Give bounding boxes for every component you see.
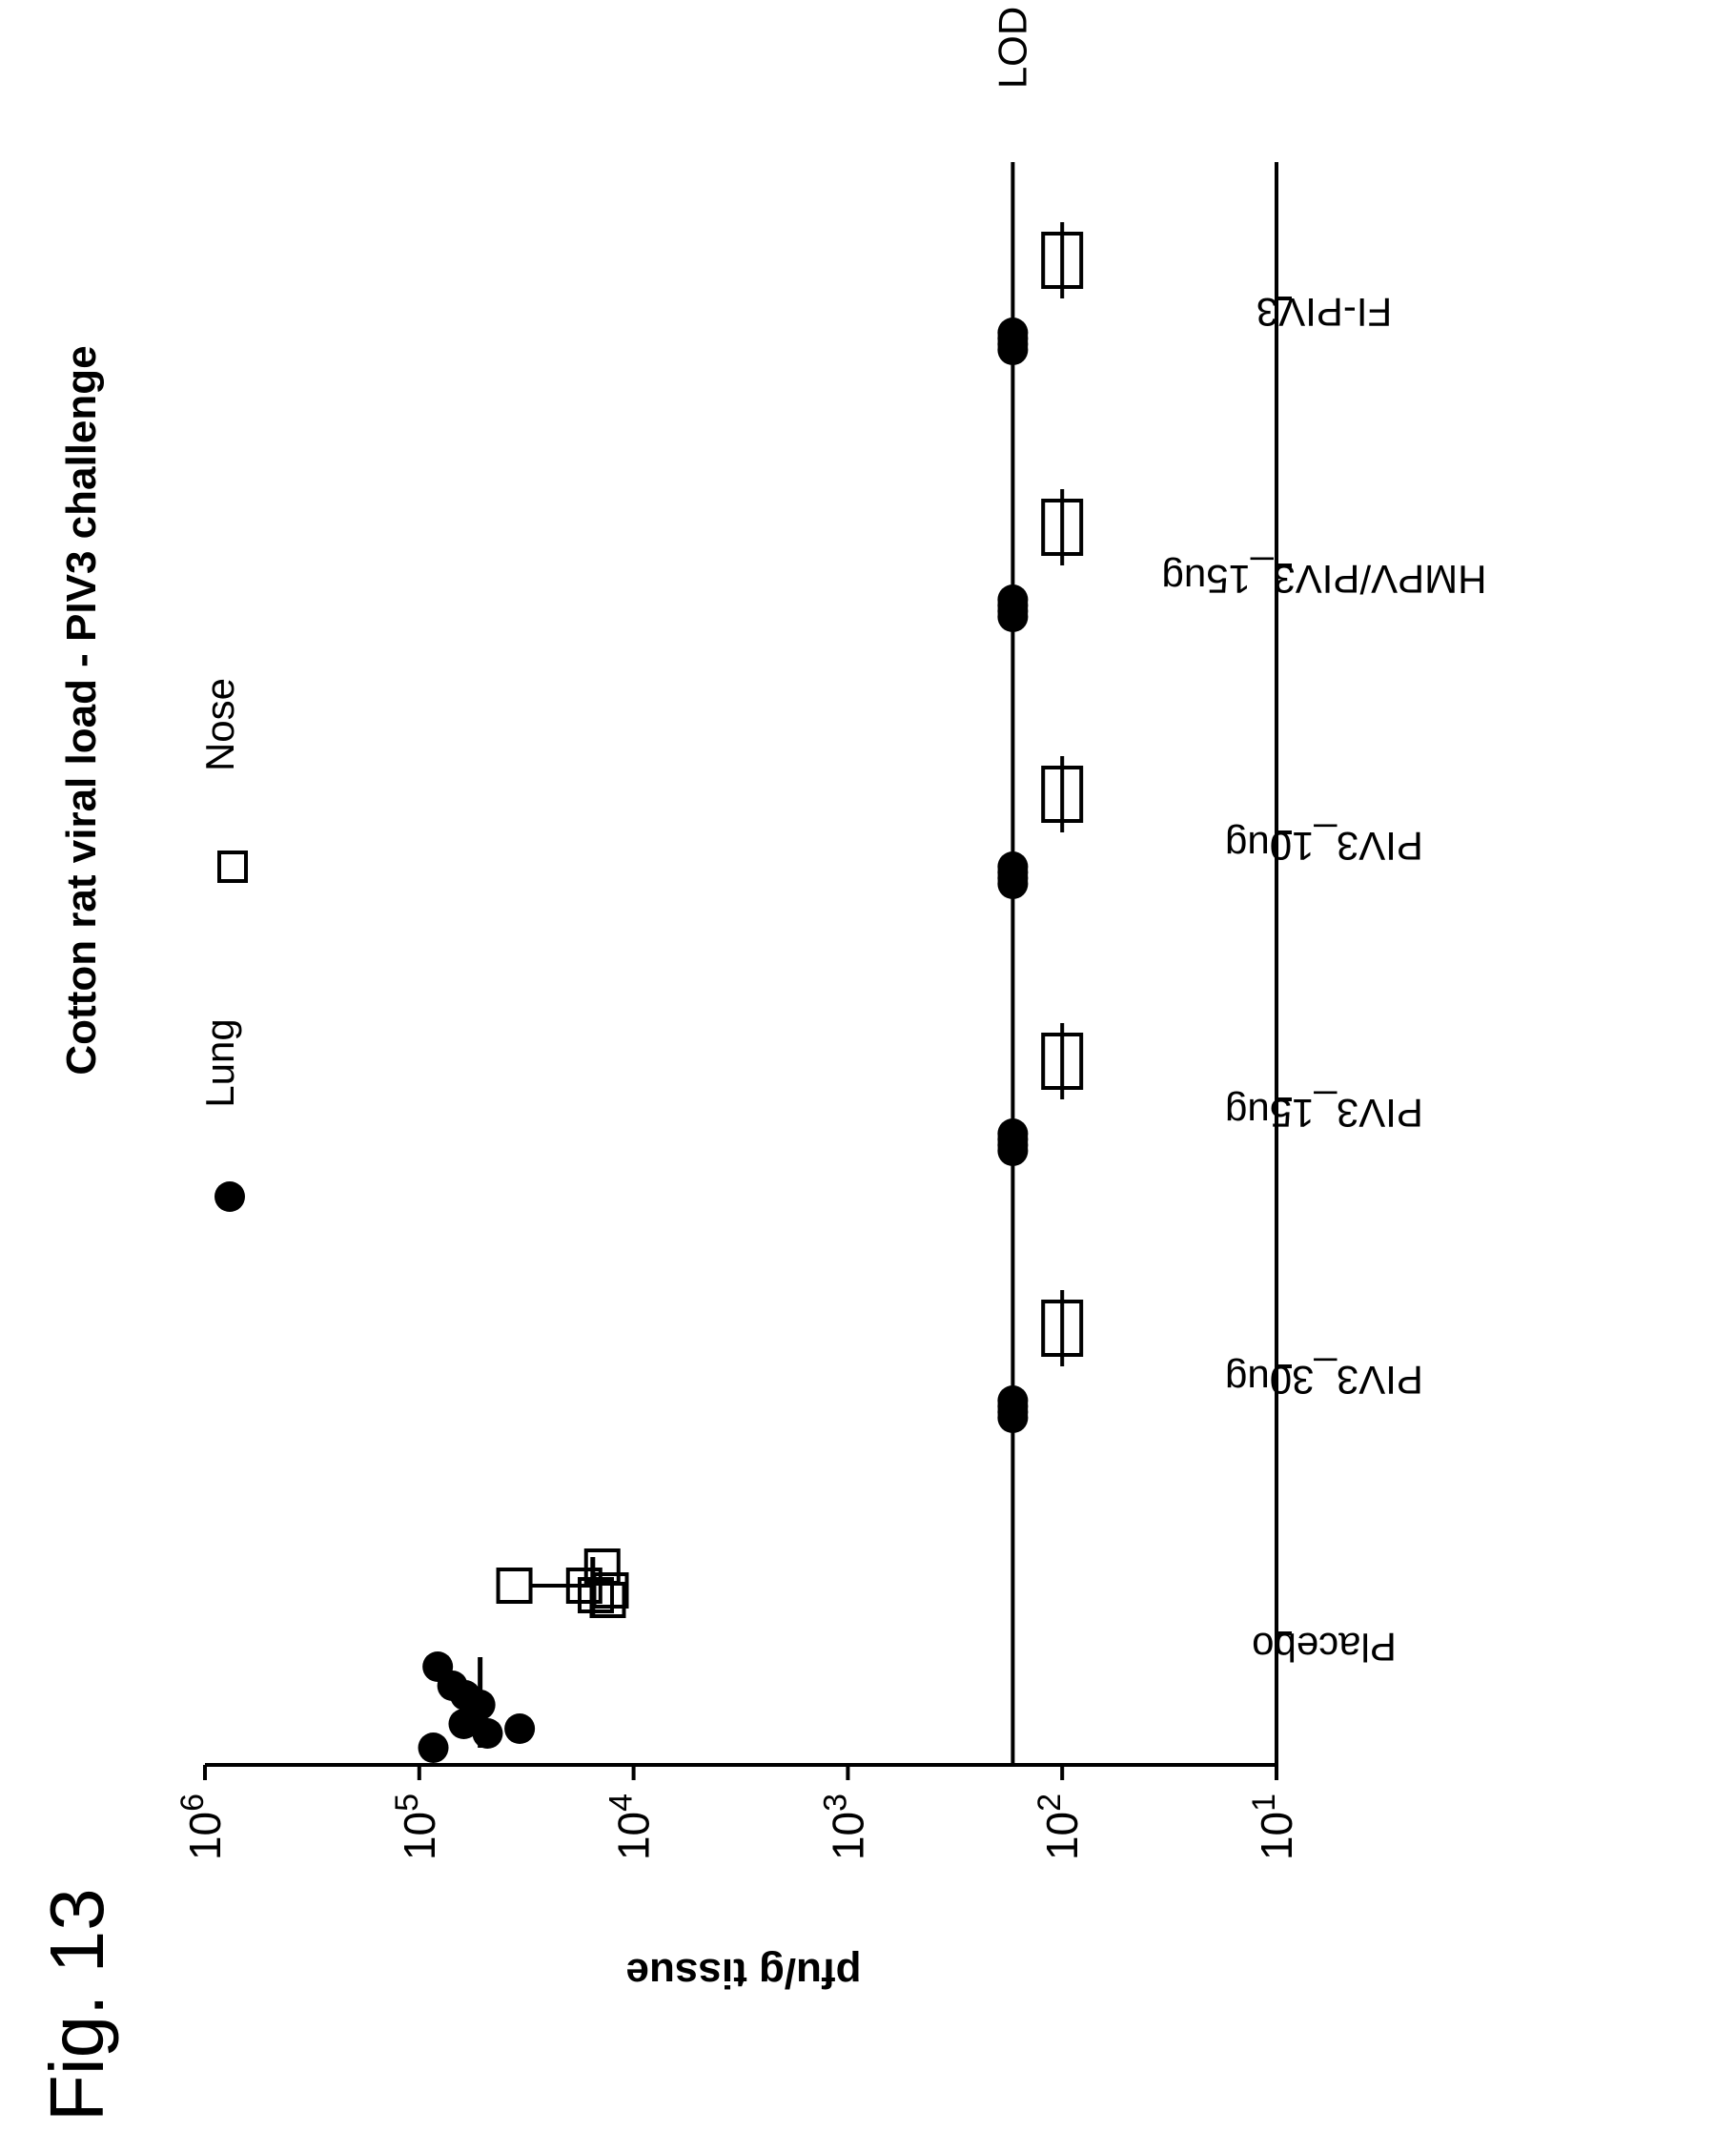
category-label: FI-PIV3 [1256,290,1392,335]
value-tick-label: 101 [1246,1794,1301,1860]
plot-area: 106 105 104 103 102 101 Placebo PIV3_30ug PIV3_1… [58,7,1486,1997]
legend-nose-marker [217,851,248,883]
category-label: HMPV/PIV3_15ug [1162,557,1487,602]
category-label: Placebo [1252,1625,1397,1670]
legend-nose-label: Nose [197,678,242,771]
lod-label: LOD [990,7,1034,89]
lung-point [997,1136,1029,1166]
lung-point [997,335,1029,365]
legend-lung-marker [214,1181,245,1212]
category-label: PIV3_10ug [1225,824,1423,869]
chart-title: Cotton rat viral load - PIV3 challenge [58,345,105,1075]
value-tick-label: 105 [389,1794,444,1860]
value-tick-label: 102 [1031,1794,1087,1860]
lung-point [437,1671,468,1701]
value-axis-title: pfu/g tissue [626,1950,862,1997]
nose-point [496,1568,533,1604]
lung-point [997,602,1029,632]
legend-lung-label: Lung [197,1018,242,1107]
figure-label: Fig. 13 [34,1888,119,2122]
lung-point [997,1403,1029,1433]
category-label: PIV3_15ug [1225,1091,1423,1136]
value-tick-label: 106 [174,1794,230,1860]
lung-point [504,1713,536,1744]
lung-point [997,869,1029,899]
value-tick-label: 103 [817,1794,872,1860]
category-label: PIV3_30ug [1225,1358,1423,1403]
value-tick-label: 104 [603,1794,659,1860]
lung-point [418,1732,449,1763]
